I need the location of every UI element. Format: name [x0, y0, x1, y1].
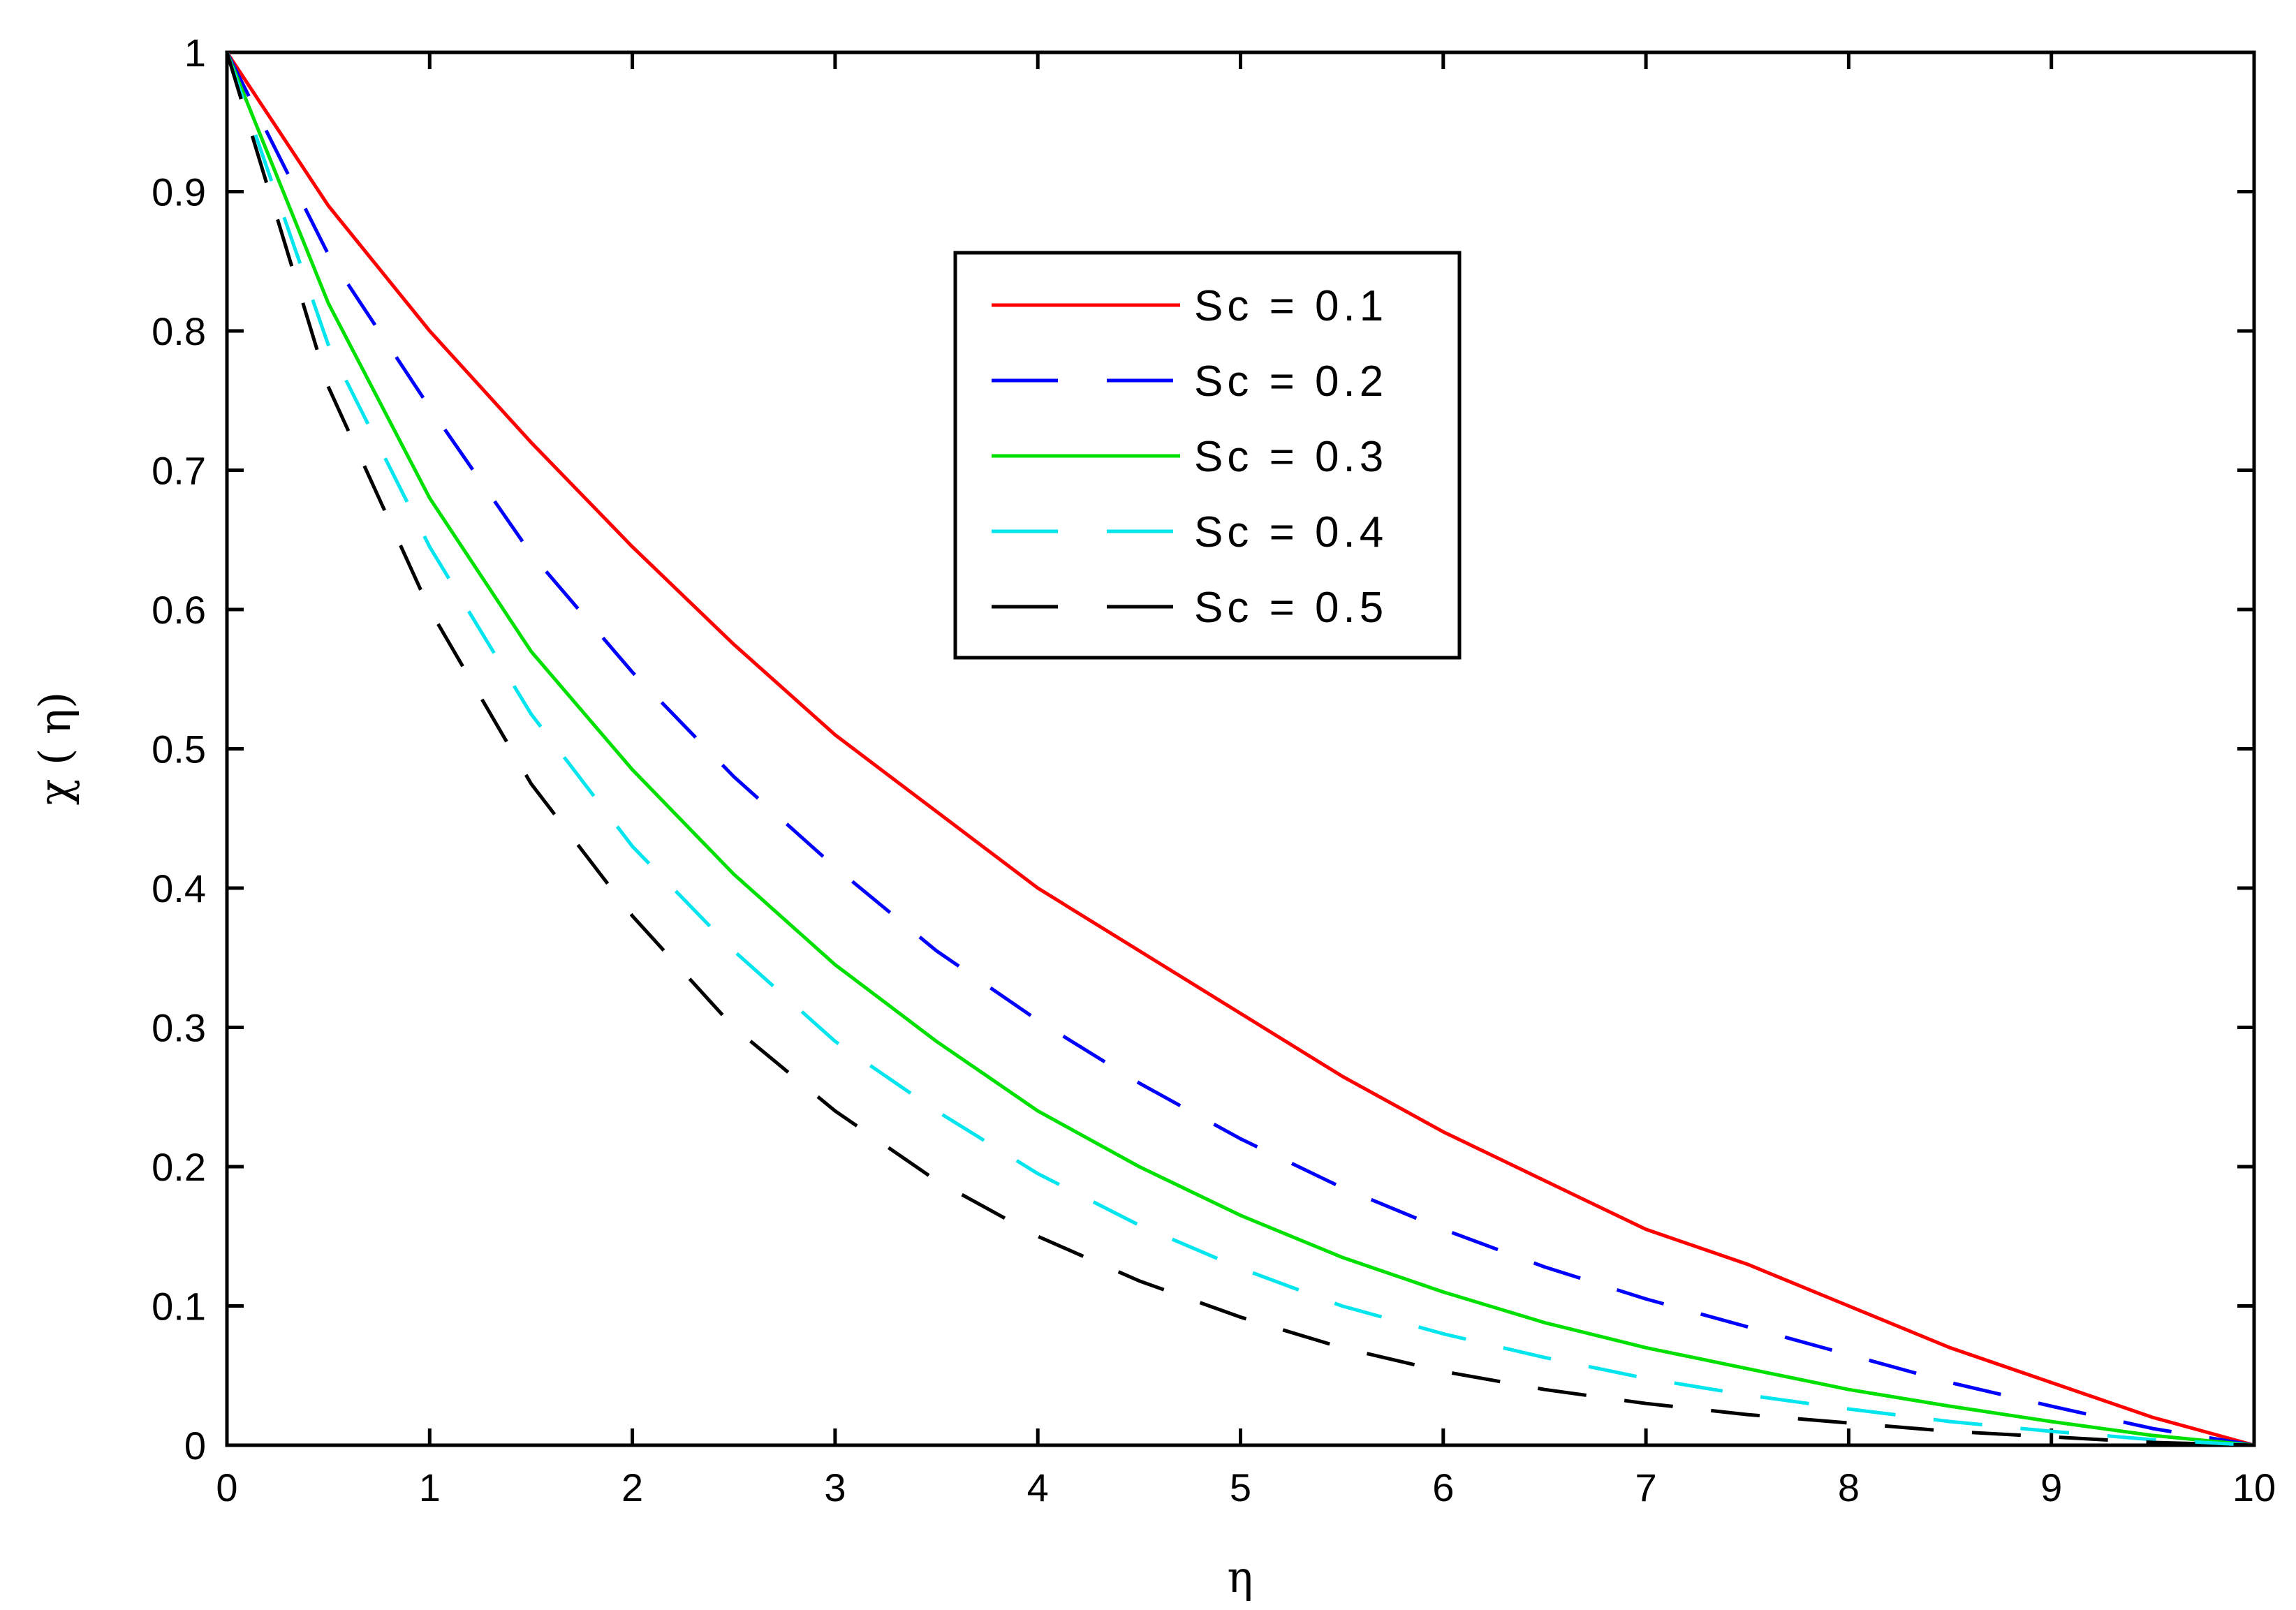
legend-label-2: Sc = 0.2 — [1194, 357, 1388, 406]
y-tick-label: 0.9 — [152, 170, 206, 214]
x-tick-label: 1 — [419, 1465, 441, 1509]
tick-labels: 0 1 2 3 4 5 6 7 8 9 10 0 0.1 0.2 0.3 0.4 0.5 0.6 0.7 0.8 0.9… — [152, 31, 2276, 1509]
legend-label-3: Sc = 0.3 — [1194, 433, 1388, 481]
y-tick-label: 0.8 — [152, 309, 206, 353]
y-tick-label: 0.2 — [152, 1145, 206, 1189]
series-line-3 — [225, 52, 2255, 1447]
y-axis-label: χ ( η) — [29, 692, 80, 806]
y-tick-label: 0.4 — [152, 866, 206, 910]
series-line-5 — [225, 52, 2255, 1447]
y-tick-label: 0.3 — [152, 1006, 206, 1050]
series-line-1 — [225, 51, 2255, 1447]
legend-items: Sc = 0.1 Sc = 0.2 Sc = 0.3 Sc = 0.4 Sc = 0.5 — [992, 282, 1388, 632]
x-tick-label: 8 — [1838, 1465, 1860, 1509]
legend-label-4: Sc = 0.4 — [1194, 508, 1388, 556]
x-tick-label: 10 — [2232, 1465, 2276, 1509]
y-tick-label: 0.6 — [152, 588, 206, 632]
y-tick-label: 0 — [184, 1424, 206, 1468]
legend-label-5: Sc = 0.5 — [1194, 584, 1388, 632]
x-tick-label: 4 — [1027, 1465, 1049, 1509]
x-axis-label: η — [1227, 1551, 1253, 1602]
x-tick-label: 0 — [216, 1465, 237, 1509]
y-tick-label: 0.5 — [152, 728, 206, 771]
legend: Sc = 0.1 Sc = 0.2 Sc = 0.3 Sc = 0.4 Sc = 0.5 — [953, 251, 1462, 660]
x-tick-label: 3 — [824, 1465, 846, 1509]
x-tick-label: 9 — [2040, 1465, 2062, 1509]
x-tick-label: 7 — [1635, 1465, 1657, 1509]
series-line-4 — [225, 52, 2255, 1447]
legend-label-1: Sc = 0.1 — [1194, 282, 1388, 330]
y-tick-label: 1 — [184, 31, 206, 75]
x-tick-label: 2 — [621, 1465, 643, 1509]
series-layer — [225, 51, 2255, 1447]
y-tick-label: 0.1 — [152, 1285, 206, 1329]
x-tick-label: 6 — [1432, 1465, 1454, 1509]
axis-ticks — [225, 50, 2256, 1447]
series-line-2 — [225, 51, 2255, 1447]
y-tick-label: 0.7 — [152, 449, 206, 493]
x-tick-label: 5 — [1230, 1465, 1251, 1509]
